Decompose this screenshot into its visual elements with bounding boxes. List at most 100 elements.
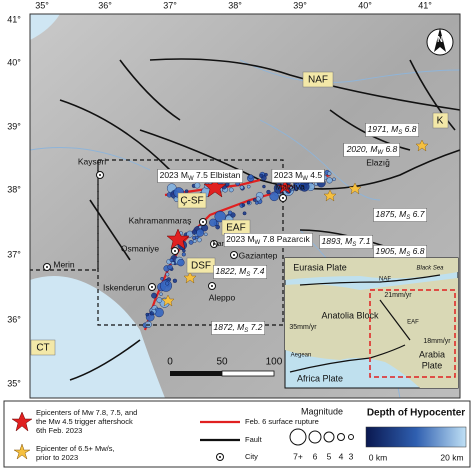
city-label: Osmaniye bbox=[121, 243, 160, 253]
aftershock bbox=[204, 232, 208, 237]
city-label: Kahramanmaraş bbox=[129, 215, 192, 225]
aftershock bbox=[177, 258, 185, 267]
event-label: 1971, MS 6.8 bbox=[365, 123, 419, 137]
label-box bbox=[211, 321, 265, 335]
scale-label: 50 bbox=[216, 357, 228, 368]
aftershock bbox=[246, 184, 251, 189]
legend: Epicenters of Mw 7.8, 7.5, and the Mw 4.… bbox=[3, 400, 471, 468]
inset: Eurasia Plate NAF Black Sea 21mm/yr Anat… bbox=[284, 257, 459, 389]
zones: NAF K Ç-SF EAF DSF CT bbox=[30, 71, 449, 356]
event-label: 2023 MW 7.8 Pazarcık bbox=[223, 233, 313, 247]
aftershock bbox=[160, 279, 173, 292]
inset-label: Arabia bbox=[419, 349, 445, 359]
legend-text: Fault bbox=[245, 435, 263, 444]
inset-label: 35mm/yr bbox=[289, 324, 317, 331]
event-part: W bbox=[255, 240, 261, 246]
city-label: Gaziantep bbox=[239, 250, 278, 260]
event-part: 1872, M bbox=[214, 322, 246, 332]
legend-text: the Mw 4.5 trigger aftershock bbox=[36, 417, 133, 426]
zone-label: Ç-SF bbox=[180, 196, 203, 207]
event-part: 1971, M bbox=[368, 124, 400, 134]
event-text: 2023 MW 7.8 Pazarcık bbox=[226, 234, 310, 245]
label-box bbox=[365, 123, 419, 137]
event-label: 1822, MS 7.4 bbox=[213, 265, 267, 279]
study-box bbox=[30, 160, 99, 271]
aftershock bbox=[196, 237, 202, 243]
city-label: Merin bbox=[53, 259, 75, 269]
label-box bbox=[319, 235, 373, 249]
aftershock bbox=[227, 210, 233, 215]
inset-label: 18mm/yr bbox=[423, 338, 451, 345]
aftershock bbox=[293, 186, 299, 192]
event-part: 7.5 Elbistan bbox=[194, 170, 241, 180]
aftershock bbox=[184, 189, 189, 194]
mag-label: 3 bbox=[349, 451, 354, 461]
aftershock bbox=[165, 281, 170, 286]
historic-stars bbox=[161, 139, 429, 307]
aftershock bbox=[332, 177, 336, 182]
aftershock bbox=[252, 198, 257, 202]
city-labels: Kayseri Malatya Elazığ Kahramanmaraş Nar… bbox=[53, 156, 390, 302]
event-part: 4.5 bbox=[308, 170, 322, 180]
zone-label: CT bbox=[36, 343, 49, 354]
inset-label: Africa Plate bbox=[297, 373, 343, 383]
aftershock bbox=[169, 258, 174, 262]
event-text: 2020, MW 6.8 bbox=[346, 144, 398, 155]
event-part: S bbox=[398, 130, 402, 136]
event-part: 2020, M bbox=[346, 144, 379, 154]
event-part: S bbox=[406, 215, 410, 221]
lat-label: 37° bbox=[7, 249, 21, 259]
event-part: 2023 M bbox=[160, 170, 188, 180]
lat-label: 35° bbox=[7, 378, 21, 388]
sea bbox=[30, 276, 165, 398]
land bbox=[285, 278, 458, 388]
event-text: 1875, MS 6.7 bbox=[376, 209, 425, 220]
city-symbol bbox=[213, 243, 215, 245]
event-text: 1893, MS 7.1 bbox=[322, 236, 371, 247]
event-part: 1822, M bbox=[216, 266, 248, 276]
mag-label: 6 bbox=[313, 451, 318, 461]
legend-text: prior to 2023 bbox=[36, 453, 78, 462]
lon-label: 35° bbox=[35, 0, 49, 10]
lon-label: 39° bbox=[293, 0, 307, 10]
event-label: 1893, MS 7.1 bbox=[319, 235, 373, 249]
sea bbox=[30, 14, 60, 40]
legend-text: 6th Feb. 2023 bbox=[36, 426, 82, 435]
aftershock bbox=[145, 312, 150, 317]
mag-label: 4 bbox=[339, 451, 344, 461]
depth-label: 0 km bbox=[369, 452, 387, 462]
event-label: 1872, MS 7.2 bbox=[211, 321, 265, 335]
event-part: 7.8 Pazarcık bbox=[260, 234, 310, 244]
event-part: W bbox=[188, 176, 194, 182]
lon-label: 36° bbox=[98, 0, 112, 10]
lat-label: 38° bbox=[7, 184, 21, 194]
scale-bar: 0 50 100 km bbox=[167, 357, 298, 377]
event-text: 2023 MW 7.5 Elbistan bbox=[160, 170, 241, 181]
inset-label: EAF bbox=[407, 320, 419, 326]
aftershock bbox=[167, 264, 173, 270]
aftershock bbox=[300, 185, 305, 190]
depth-label: 20 km bbox=[440, 452, 463, 462]
aftershock bbox=[215, 224, 220, 230]
event-part: 6.7 bbox=[410, 209, 424, 219]
mag-label: 5 bbox=[327, 451, 332, 461]
city-symbol bbox=[99, 174, 101, 176]
event-text: 2023 MW 4.5 bbox=[274, 170, 322, 181]
event-label: 1875, MS 6.7 bbox=[373, 208, 427, 222]
aftershock bbox=[181, 252, 186, 257]
aftershock bbox=[239, 185, 244, 190]
map-border bbox=[29, 13, 461, 399]
city-symbol bbox=[202, 221, 204, 223]
event-part: W bbox=[377, 150, 384, 156]
inset-label: Aegean bbox=[291, 353, 312, 359]
north-arrow: N bbox=[426, 28, 454, 56]
event-part: S bbox=[406, 252, 410, 258]
event-part: 1905, M bbox=[376, 246, 408, 256]
mag-label: 7+ bbox=[293, 451, 303, 461]
legend-text: Epicenter of 6.5+ Mw/s, bbox=[36, 444, 115, 453]
aftershock bbox=[159, 292, 163, 296]
event-text: 1822, MS 7.4 bbox=[216, 266, 265, 277]
aftershock bbox=[326, 177, 333, 184]
city-label: Iskenderun bbox=[103, 282, 145, 292]
